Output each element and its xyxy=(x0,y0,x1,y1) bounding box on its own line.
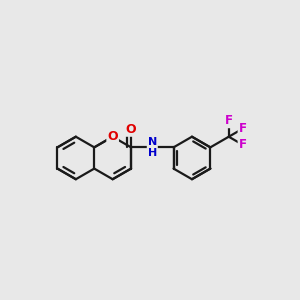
Text: N
H: N H xyxy=(148,136,157,158)
Text: F: F xyxy=(225,114,233,127)
Text: O: O xyxy=(107,130,118,143)
Text: O: O xyxy=(126,123,136,136)
Text: F: F xyxy=(238,138,247,151)
Text: F: F xyxy=(238,122,247,135)
